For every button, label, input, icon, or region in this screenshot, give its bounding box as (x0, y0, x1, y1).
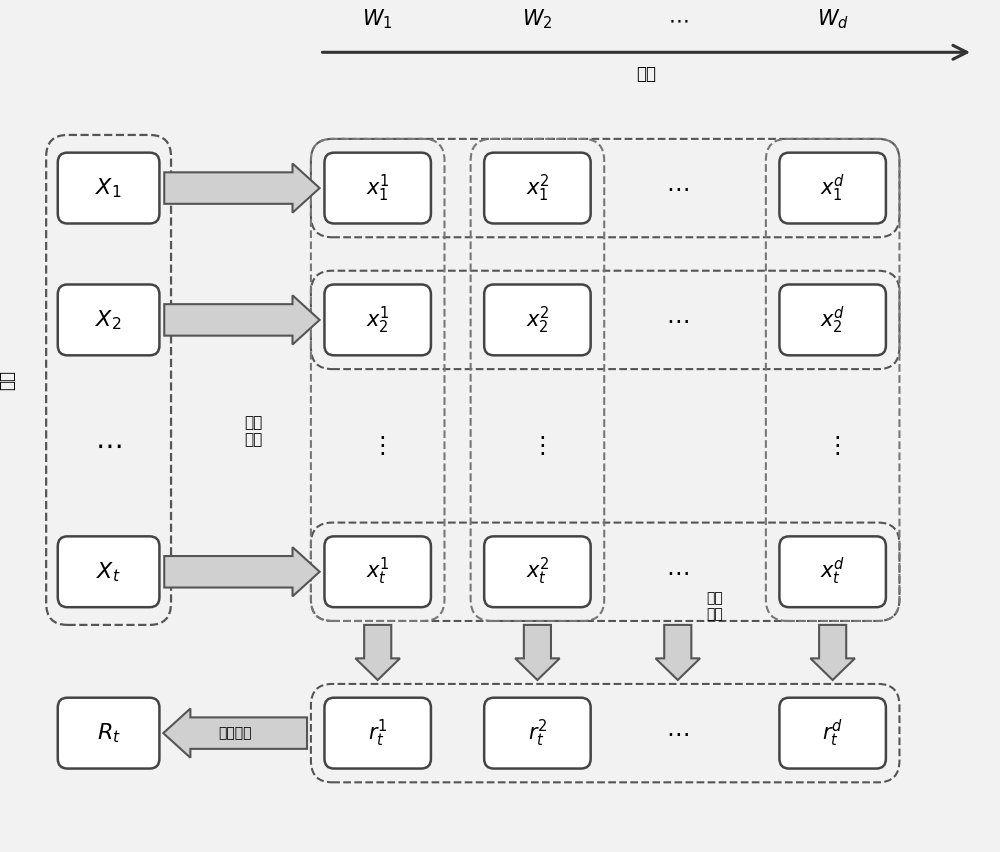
FancyBboxPatch shape (484, 698, 591, 769)
FancyBboxPatch shape (484, 153, 591, 223)
Text: $x_t^1$: $x_t^1$ (366, 556, 390, 587)
Text: $\cdots$: $\cdots$ (95, 432, 122, 460)
Text: 多维
分解: 多维 分解 (244, 415, 263, 447)
FancyBboxPatch shape (484, 285, 591, 355)
Text: $x_1^d$: $x_1^d$ (820, 172, 845, 204)
FancyBboxPatch shape (58, 698, 159, 769)
Text: $r_t^d$: $r_t^d$ (822, 717, 843, 749)
Text: $x_2^d$: $x_2^d$ (820, 304, 845, 336)
FancyBboxPatch shape (779, 153, 886, 223)
Text: $x_1^1$: $x_1^1$ (366, 172, 390, 204)
Polygon shape (656, 625, 700, 680)
Polygon shape (355, 625, 400, 680)
Text: $r_t^1$: $r_t^1$ (368, 717, 387, 749)
Text: 时间: 时间 (0, 370, 16, 390)
FancyBboxPatch shape (58, 537, 159, 607)
Text: $x_1^2$: $x_1^2$ (526, 172, 549, 204)
Text: $\cdots$: $\cdots$ (668, 11, 688, 31)
FancyBboxPatch shape (58, 285, 159, 355)
Text: $r_t^2$: $r_t^2$ (528, 717, 547, 749)
Text: $W_d$: $W_d$ (817, 7, 849, 31)
Text: $\vdots$: $\vdots$ (370, 434, 385, 458)
Text: $\vdots$: $\vdots$ (530, 434, 545, 458)
Text: $R_t$: $R_t$ (97, 722, 121, 745)
Polygon shape (810, 625, 855, 680)
Text: $\cdots$: $\cdots$ (666, 308, 689, 332)
FancyBboxPatch shape (324, 537, 431, 607)
FancyBboxPatch shape (484, 537, 591, 607)
FancyBboxPatch shape (324, 698, 431, 769)
Polygon shape (164, 296, 320, 344)
Text: $X_t$: $X_t$ (96, 560, 121, 584)
Text: 维度: 维度 (636, 65, 656, 83)
Text: 隐私
计算: 隐私 计算 (706, 590, 723, 621)
Text: $\vdots$: $\vdots$ (825, 434, 840, 458)
Text: $\cdots$: $\cdots$ (666, 560, 689, 584)
FancyBboxPatch shape (779, 698, 886, 769)
FancyBboxPatch shape (779, 537, 886, 607)
Polygon shape (164, 547, 320, 596)
Text: $W_2$: $W_2$ (522, 7, 553, 31)
FancyBboxPatch shape (779, 285, 886, 355)
Polygon shape (163, 709, 307, 757)
FancyBboxPatch shape (324, 153, 431, 223)
Text: $X_1$: $X_1$ (95, 176, 122, 200)
Text: $x_t^d$: $x_t^d$ (820, 556, 845, 587)
Text: $X_2$: $X_2$ (95, 308, 122, 331)
Text: $W_1$: $W_1$ (362, 7, 393, 31)
FancyBboxPatch shape (324, 285, 431, 355)
Text: 线性组合: 线性组合 (218, 726, 252, 740)
Text: $\cdots$: $\cdots$ (666, 721, 689, 746)
FancyBboxPatch shape (58, 153, 159, 223)
Text: $x_2^2$: $x_2^2$ (526, 304, 549, 336)
Polygon shape (515, 625, 560, 680)
Polygon shape (164, 164, 320, 213)
Text: $x_t^2$: $x_t^2$ (526, 556, 549, 587)
Text: $\cdots$: $\cdots$ (666, 176, 689, 200)
Text: $x_2^1$: $x_2^1$ (366, 304, 390, 336)
